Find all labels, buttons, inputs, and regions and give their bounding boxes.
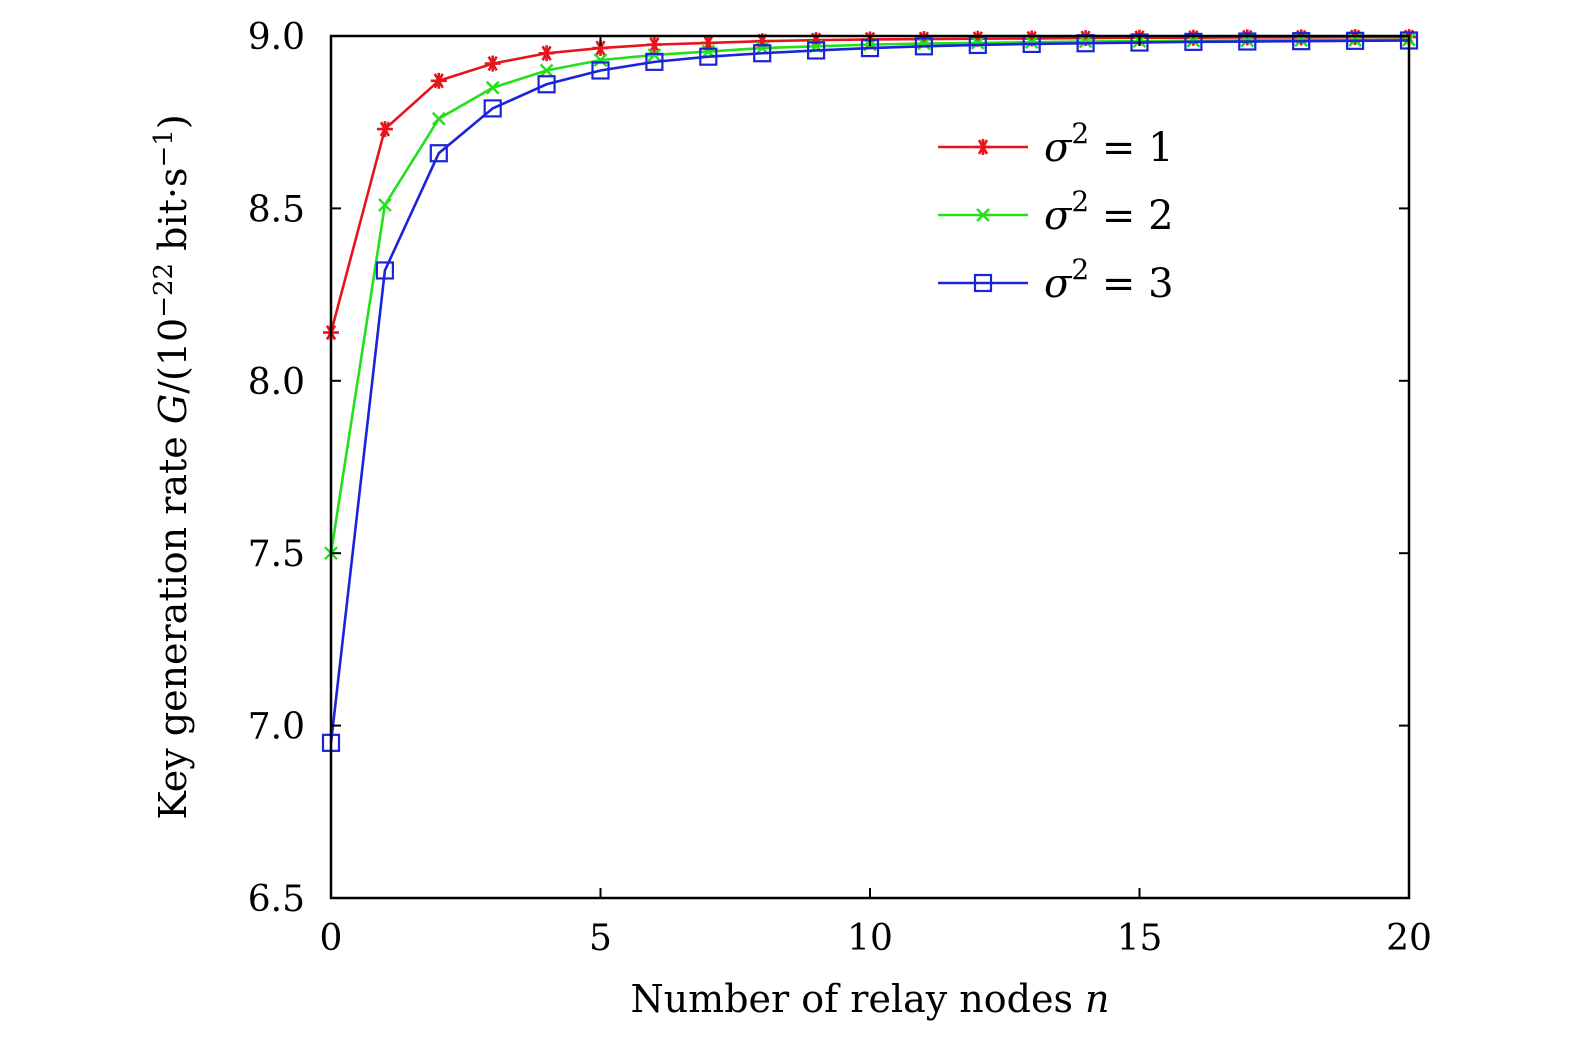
data-point (645, 52, 664, 71)
x-axis-title: Number of relay nodes n (630, 977, 1109, 1021)
data-point (1239, 29, 1256, 46)
data-point (753, 44, 772, 63)
data-point (538, 45, 555, 62)
data-point (1184, 32, 1203, 51)
plot-marks (321, 29, 1419, 752)
data-point (539, 63, 554, 78)
legend-item: σ2 = 2 (938, 185, 1174, 239)
legend-label: σ2 = 2 (1044, 185, 1174, 239)
legend-item: σ2 = 3 (938, 253, 1174, 307)
data-point (970, 36, 985, 50)
data-point (430, 72, 447, 89)
data-point (1185, 29, 1202, 46)
data-point (1293, 29, 1310, 46)
data-point (647, 48, 662, 62)
data-point (431, 111, 446, 126)
y-tick-label: 8.5 (248, 189, 305, 230)
y-tick-label: 7.0 (248, 707, 305, 748)
x-tick-label: 15 (1117, 918, 1163, 959)
data-point (1024, 35, 1039, 50)
data-point (1078, 34, 1093, 49)
data-point (485, 80, 500, 95)
legend-label: σ2 = 3 (1044, 253, 1174, 307)
data-point (483, 99, 502, 118)
axis-ticks: 0 5 10 15 20 6.5 7.0 7.5 8.0 8.5 9.0 (248, 17, 1432, 959)
data-point (1130, 33, 1149, 52)
legend: σ2 = 1 σ2 = 2 σ2 = 3 (938, 117, 1174, 307)
plot-frame (329, 34, 1411, 900)
data-point (1292, 32, 1311, 51)
data-point (1345, 31, 1365, 50)
y-tick-label: 6.5 (248, 879, 305, 920)
legend-label: σ2 = 1 (1044, 117, 1174, 171)
x-tick-label: 10 (847, 918, 893, 959)
data-point (646, 36, 663, 53)
y-axis-title: Key generation rate G/(10−22 bit·s−1) (149, 114, 195, 819)
legend-marker (973, 273, 993, 293)
data-point (378, 198, 392, 212)
y-tick-label: 7.5 (248, 534, 305, 575)
legend-item: σ2 = 1 (938, 117, 1174, 171)
x-tick-label: 0 (320, 918, 343, 959)
series-line (329, 35, 1409, 333)
data-point (914, 37, 934, 56)
data-point (484, 55, 501, 72)
legend-marker (975, 139, 991, 155)
legend-marker (976, 208, 990, 222)
series-1 (323, 29, 1417, 341)
data-point (591, 61, 610, 80)
series-3 (321, 31, 1419, 752)
data-point (375, 261, 394, 280)
x-tick-label: 20 (1386, 918, 1432, 959)
y-tick-label: 8.0 (248, 362, 305, 403)
x-tick-label: 5 (589, 918, 612, 959)
y-tick-label: 9.0 (248, 17, 305, 58)
data-point (376, 121, 393, 138)
data-point (537, 75, 556, 94)
data-point (806, 41, 826, 60)
data-point (593, 53, 608, 67)
data-point (1238, 32, 1257, 51)
series-line (329, 39, 1410, 743)
data-point (429, 144, 448, 163)
data-point (699, 47, 718, 66)
